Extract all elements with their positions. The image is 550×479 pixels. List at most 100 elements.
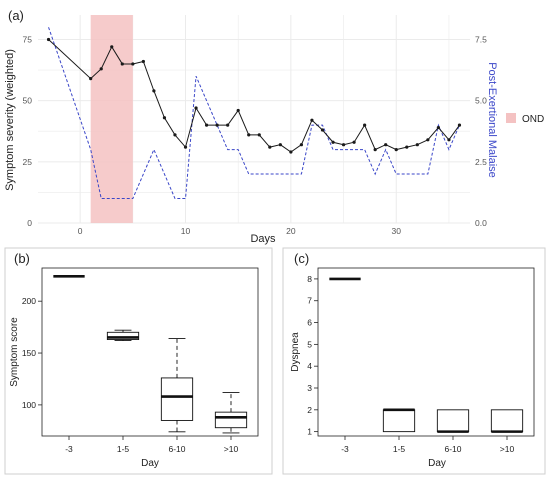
x-tick-label: 20: [286, 226, 296, 236]
ond-shaded-region: [90, 15, 133, 223]
panel-b-label: (b): [14, 251, 30, 266]
data-point-severity: [152, 89, 156, 93]
data-point-severity: [299, 143, 304, 147]
data-point-severity: [457, 123, 462, 127]
box-iqr: [214, 411, 248, 429]
panel-c: (c) 1 2 3 4 5 6 7 8 -3 1-5 6-10 >10 Day Dyspnea: [282, 247, 546, 475]
panel-a: (a) 0 25 50 75 0.0 2.5 5.0 7.5 0 10 20 30 Days Sy…: [4, 8, 544, 245]
plot-b-boxes: [53, 274, 248, 434]
x-tick-label: 1-5: [393, 444, 406, 454]
data-point-severity: [447, 138, 451, 142]
y-tick-label: 0: [27, 218, 32, 228]
y2-tick-label: 7.5: [475, 34, 487, 44]
y-tick-label: 3: [307, 383, 312, 393]
data-point-severity: [278, 143, 282, 147]
y-tick-label: 25: [23, 157, 33, 167]
data-point-severity: [194, 106, 198, 110]
data-point-severity: [46, 37, 51, 42]
data-point-severity: [289, 150, 293, 154]
x-tick-label: >10: [500, 444, 515, 454]
data-point-severity: [173, 133, 177, 137]
plot-c-y-ticks: 1 2 3 4 5 6 7 8: [307, 274, 318, 437]
plot-a-y-ticks: 0 25 50 75: [23, 34, 33, 228]
plot-a-y2label: Post-Exertional Malaise: [486, 62, 498, 178]
y-tick-label: 200: [22, 296, 36, 306]
data-point-severity: [236, 108, 240, 113]
y-tick-label: 7: [307, 296, 312, 306]
data-point-severity: [99, 67, 103, 71]
y2-tick-label: 5.0: [475, 96, 487, 106]
plot-b-area: [41, 267, 259, 437]
panel-c-frame: [282, 247, 546, 475]
data-point-severity: [162, 116, 167, 120]
box-iqr: [490, 409, 524, 433]
plot-b-x-ticks: -3 1-5 6-10 >10: [65, 436, 238, 454]
data-point-severity: [141, 59, 145, 64]
y-tick-label: 6: [307, 318, 312, 328]
y-tick-label: 4: [307, 361, 312, 371]
data-point-severity: [268, 145, 272, 149]
y-tick-label: 50: [23, 96, 33, 106]
panel-b: (b) 100 150 200 -3 1-5 6-10 >10 Day Symptom s…: [4, 247, 273, 475]
x-tick-label: 30: [392, 226, 402, 236]
data-point-severity: [373, 147, 377, 152]
x-tick-label: -3: [65, 444, 73, 454]
data-point-severity: [384, 143, 388, 147]
data-point-severity: [226, 123, 230, 127]
plot-c-area: [317, 267, 535, 437]
plot-c-xlabel: Day: [428, 458, 446, 469]
y-tick-label: 150: [22, 348, 36, 358]
legend-ond-label: OND: [522, 114, 544, 125]
x-tick-label: 1-5: [117, 444, 130, 454]
data-point-severity: [120, 62, 124, 66]
plot-a-x-ticks: 0 10 20 30: [78, 226, 401, 236]
plot-c-ylabel: Dyspnea: [290, 332, 301, 372]
y2-tick-label: 2.5: [475, 157, 487, 167]
x-tick-label: 10: [181, 226, 191, 236]
panel-b-frame: [4, 247, 273, 475]
x-tick-label: 6-10: [444, 444, 461, 454]
y2-tick-label: 0.0: [475, 218, 487, 228]
data-point-severity: [341, 143, 346, 147]
data-point-severity: [415, 143, 419, 147]
data-point-severity: [320, 128, 325, 132]
legend: OND: [506, 113, 544, 125]
series-line-pem: [48, 27, 460, 200]
plot-b-y-ticks: 100 150 200: [22, 296, 42, 410]
plot-a-ylabel: Symptom severity (weighted): [4, 49, 16, 191]
data-point-severity: [394, 147, 398, 152]
y-tick-label: 100: [22, 400, 36, 410]
x-tick-label: >10: [224, 444, 239, 454]
data-point-severity: [257, 133, 261, 137]
x-tick-label: 6-10: [168, 444, 185, 454]
plot-c-boxes: [329, 277, 524, 433]
y-tick-label: 2: [307, 405, 312, 415]
data-point-severity: [215, 123, 219, 127]
plot-b-ylabel: Symptom score: [9, 317, 20, 387]
data-point-severity: [331, 140, 335, 144]
y-tick-label: 5: [307, 339, 312, 349]
data-point-severity: [183, 145, 188, 149]
box-iqr: [382, 409, 416, 433]
x-tick-label: 0: [78, 226, 83, 236]
panel-c-label: (c): [294, 251, 309, 266]
box-iqr: [160, 377, 194, 421]
plot-b-xlabel: Day: [141, 458, 159, 469]
plot-a-markers: [46, 37, 462, 154]
data-point-severity: [352, 140, 356, 144]
plot-c-x-ticks: -3 1-5 6-10 >10: [341, 436, 514, 454]
plot-a-xlabel: Days: [250, 233, 276, 245]
data-point-severity: [204, 123, 209, 127]
data-point-severity: [426, 138, 430, 142]
data-point-severity: [131, 62, 135, 66]
y-tick-label: 75: [23, 34, 33, 44]
y-tick-label: 1: [307, 427, 312, 437]
legend-ond-swatch: [506, 113, 516, 123]
data-point-severity: [363, 123, 367, 127]
box-iqr: [436, 409, 470, 433]
data-point-severity: [89, 77, 93, 81]
data-point-severity: [405, 145, 409, 149]
data-point-severity: [110, 45, 114, 49]
y-tick-label: 8: [307, 274, 312, 284]
